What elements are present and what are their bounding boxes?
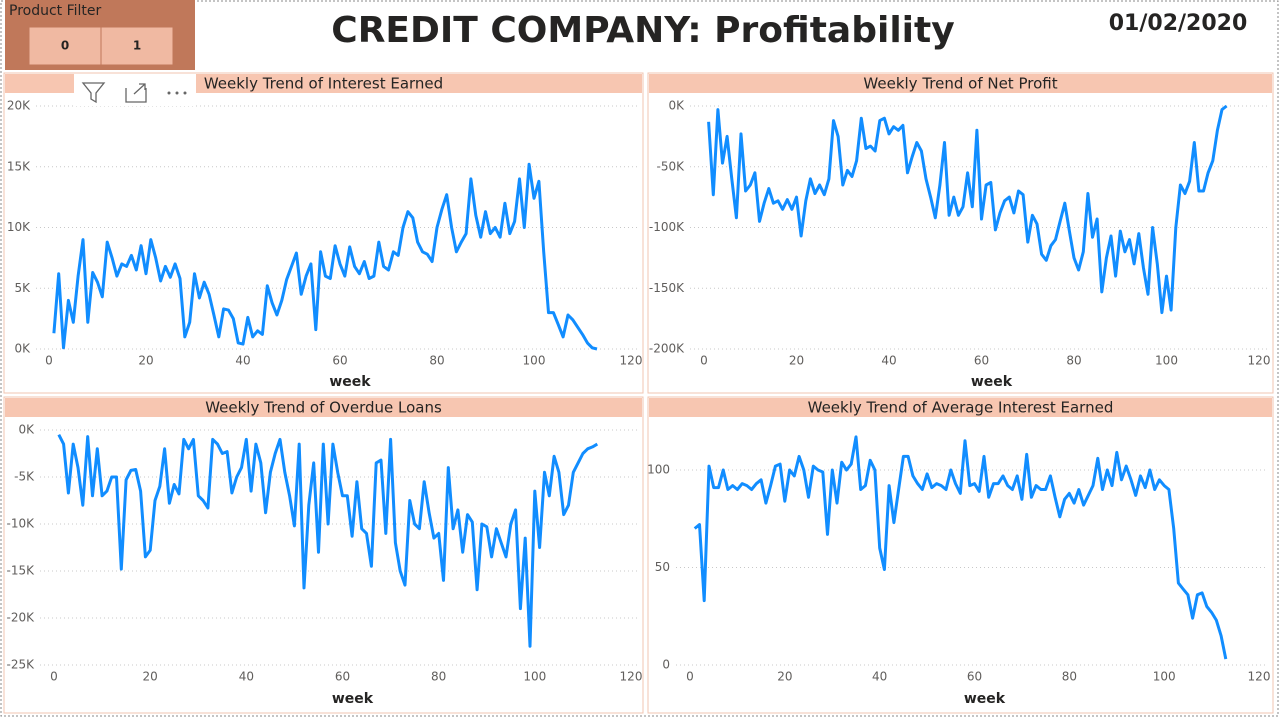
chart-title: Weekly Trend of Overdue Loans bbox=[205, 399, 442, 417]
y-tick-label: -200K bbox=[649, 342, 685, 356]
x-tick-label: 100 bbox=[1153, 670, 1176, 684]
filter-option[interactable] bbox=[100, 26, 174, 66]
y-tick-label: -150K bbox=[649, 281, 685, 295]
focus-icon[interactable] bbox=[125, 83, 147, 103]
x-tick-label: 100 bbox=[523, 354, 546, 368]
x-axis-label: week bbox=[971, 374, 1013, 390]
x-tick-label: 100 bbox=[1155, 354, 1178, 368]
y-tick-label: -20K bbox=[7, 611, 36, 625]
x-tick-label: 0 bbox=[50, 670, 58, 684]
y-tick-label: 0K bbox=[14, 342, 31, 356]
chart-panel bbox=[647, 396, 1274, 714]
y-tick-label: 0 bbox=[662, 658, 670, 672]
page-date: 01/02/2020 bbox=[1109, 11, 1248, 36]
page-title: CREDIT COMPANY: Profitability bbox=[331, 10, 954, 51]
chart-title: Weekly Trend of Net Profit bbox=[863, 75, 1057, 93]
line-series bbox=[57, 434, 599, 648]
x-tick-label: 40 bbox=[239, 670, 254, 684]
line-series bbox=[693, 435, 1228, 660]
y-tick-label: 20K bbox=[7, 99, 31, 113]
chart-panel bbox=[3, 72, 644, 394]
x-tick-label: 120 bbox=[620, 670, 643, 684]
filter-label: Product Filter bbox=[9, 3, 102, 19]
chart-panel bbox=[647, 72, 1274, 394]
y-tick-label: -50K bbox=[657, 159, 686, 173]
x-tick-label: 0 bbox=[45, 354, 53, 368]
x-tick-label: 20 bbox=[138, 354, 153, 368]
x-tick-label: 60 bbox=[332, 354, 347, 368]
filter-option-label[interactable]: 1 bbox=[133, 39, 141, 53]
y-tick-label: -5K bbox=[14, 470, 35, 484]
x-tick-label: 20 bbox=[777, 670, 792, 684]
y-tick-label: 100 bbox=[647, 463, 670, 477]
x-tick-label: 80 bbox=[431, 670, 446, 684]
x-tick-label: 40 bbox=[881, 354, 896, 368]
y-tick-label: 5K bbox=[14, 281, 31, 295]
x-tick-label: 60 bbox=[335, 670, 350, 684]
visual-header-icons bbox=[74, 74, 196, 106]
icon-bar bbox=[74, 74, 196, 106]
x-tick-label: 60 bbox=[967, 670, 982, 684]
chart-title: Weekly Trend of Interest Earned bbox=[204, 75, 443, 93]
y-tick-label: 10K bbox=[7, 220, 31, 234]
x-tick-label: 0 bbox=[686, 670, 694, 684]
x-tick-label: 120 bbox=[1248, 354, 1271, 368]
filter-option-label[interactable]: 0 bbox=[61, 39, 69, 53]
y-tick-label: 15K bbox=[7, 159, 31, 173]
x-tick-label: 80 bbox=[1066, 354, 1081, 368]
x-tick-label: 40 bbox=[235, 354, 250, 368]
x-tick-label: 40 bbox=[872, 670, 887, 684]
y-tick-label: -25K bbox=[7, 658, 36, 672]
x-tick-label: 0 bbox=[700, 354, 708, 368]
line-series bbox=[52, 162, 598, 351]
y-tick-label: -10K bbox=[7, 517, 36, 531]
x-tick-label: 120 bbox=[620, 354, 643, 368]
chart-header bbox=[5, 398, 642, 417]
y-tick-label: -100K bbox=[649, 220, 685, 234]
x-tick-label: 120 bbox=[1248, 670, 1271, 684]
chart-header bbox=[649, 74, 1272, 93]
x-axis-label: week bbox=[964, 691, 1006, 707]
x-tick-label: 20 bbox=[789, 354, 804, 368]
y-tick-label: -15K bbox=[7, 564, 36, 578]
y-tick-label: 0K bbox=[18, 423, 35, 437]
x-tick-label: 100 bbox=[523, 670, 546, 684]
x-tick-label: 80 bbox=[429, 354, 444, 368]
y-tick-label: 0K bbox=[668, 99, 685, 113]
x-tick-label: 80 bbox=[1062, 670, 1077, 684]
x-tick-label: 60 bbox=[974, 354, 989, 368]
filter-icon[interactable] bbox=[81, 82, 106, 104]
x-axis-label: week bbox=[329, 374, 371, 390]
line-series bbox=[707, 104, 1228, 315]
more-icon[interactable] bbox=[167, 91, 187, 95]
filter-option[interactable] bbox=[28, 26, 102, 66]
y-tick-label: 50 bbox=[655, 560, 670, 574]
chart-header bbox=[649, 398, 1272, 417]
x-tick-label: 20 bbox=[143, 670, 158, 684]
x-axis-label: week bbox=[332, 691, 374, 707]
chart-title: Weekly Trend of Average Interest Earned bbox=[808, 399, 1114, 417]
